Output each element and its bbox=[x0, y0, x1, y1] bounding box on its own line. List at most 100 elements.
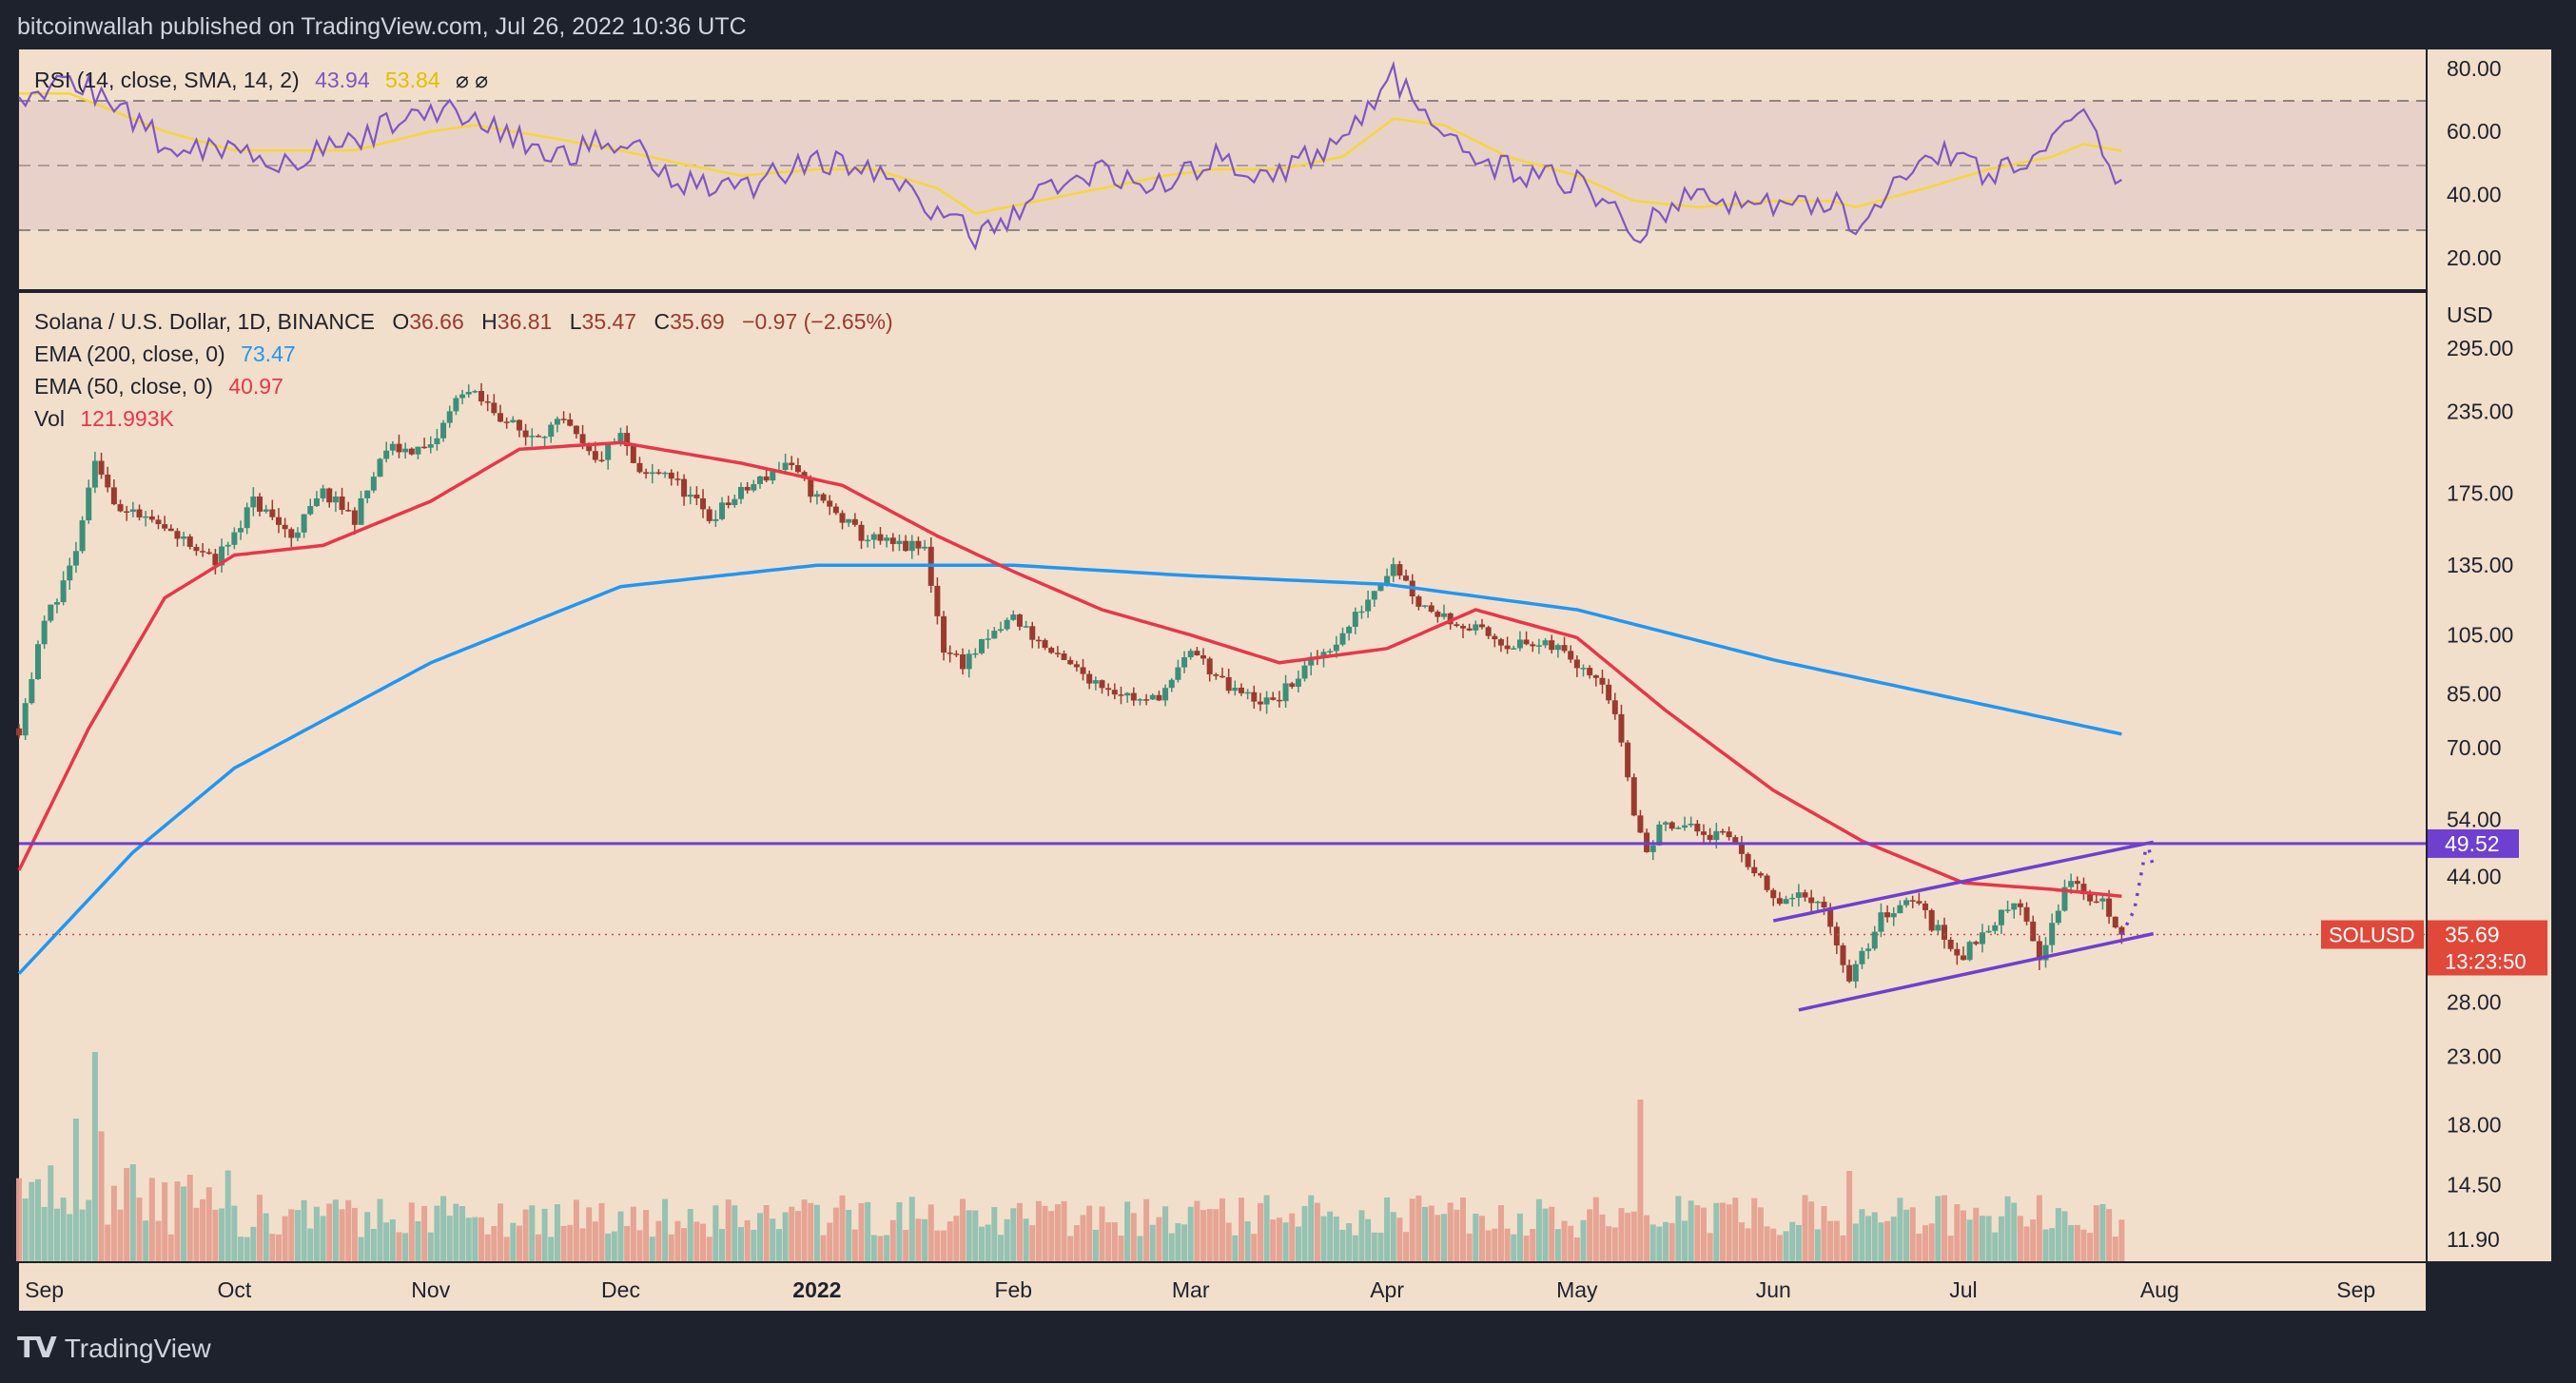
time-tick-label: Sep bbox=[2336, 1277, 2375, 1302]
time-tick-label: May bbox=[1556, 1277, 1598, 1302]
volume-bar bbox=[997, 1235, 1004, 1261]
volume-bar bbox=[1630, 1211, 1637, 1261]
volume-bar bbox=[205, 1187, 212, 1261]
volume-bar bbox=[529, 1205, 536, 1261]
candle-body bbox=[1460, 626, 1466, 629]
volume-bar bbox=[16, 1178, 22, 1261]
candle-body bbox=[1061, 653, 1067, 660]
candle-body bbox=[2017, 903, 2023, 907]
candle-body bbox=[275, 516, 282, 525]
projection-dotted-path bbox=[2119, 841, 2156, 936]
candle-body bbox=[522, 430, 529, 438]
candle-body bbox=[1365, 599, 1372, 612]
level-tag-text: 49.52 bbox=[2445, 831, 2500, 856]
candle-body bbox=[1713, 830, 1720, 841]
volume-bar bbox=[446, 1216, 453, 1261]
volume-bar bbox=[1263, 1195, 1270, 1261]
rsi-legend-icons: ⌀ ⌀ bbox=[456, 68, 488, 92]
volume-bar bbox=[48, 1165, 54, 1261]
volume-bar bbox=[1821, 1206, 1827, 1261]
footer-branding[interactable]: 𝗧𝗩 TradingView bbox=[17, 1332, 211, 1365]
volume-bar bbox=[1156, 1217, 1162, 1261]
volume-bar bbox=[1023, 1218, 1029, 1261]
candle-body bbox=[598, 459, 605, 462]
candle-body bbox=[1251, 692, 1258, 702]
candle-body bbox=[1016, 614, 1023, 627]
volume-bar bbox=[903, 1230, 909, 1261]
main-panel-background bbox=[19, 293, 2426, 1261]
candle-body bbox=[307, 506, 314, 515]
candle-body bbox=[288, 529, 295, 538]
time-tick-label: Nov bbox=[411, 1277, 450, 1302]
volume-bar bbox=[1124, 1201, 1131, 1261]
volume-bar bbox=[2055, 1208, 2061, 1261]
volume-bar bbox=[522, 1209, 529, 1261]
candle-body bbox=[719, 502, 726, 519]
candle-body bbox=[1403, 575, 1410, 581]
candle-body bbox=[389, 443, 396, 451]
rsi-tick-label: 20.00 bbox=[2447, 245, 2502, 270]
volume-bar bbox=[320, 1216, 326, 1261]
volume-bar bbox=[1973, 1207, 1980, 1261]
rsi-sma-line bbox=[19, 92, 2122, 215]
candle-body bbox=[1942, 925, 1947, 940]
candle-body bbox=[516, 419, 522, 431]
candle-body bbox=[2023, 906, 2030, 922]
volume-bar bbox=[1213, 1209, 1220, 1261]
candle-body bbox=[1054, 653, 1061, 654]
candle-body bbox=[763, 476, 770, 481]
volume-bar bbox=[1168, 1233, 1175, 1261]
candle-body bbox=[2112, 916, 2118, 928]
candle-body bbox=[592, 451, 598, 460]
volume-bar bbox=[1561, 1220, 1568, 1261]
volume-bar bbox=[611, 1231, 617, 1261]
volume-bar bbox=[155, 1220, 162, 1261]
high-value: 36.81 bbox=[498, 309, 553, 334]
volume-bar bbox=[345, 1199, 352, 1261]
candle-body bbox=[1599, 677, 1606, 685]
candle-body bbox=[579, 434, 586, 443]
volume-bar bbox=[1757, 1207, 1764, 1261]
candle-body bbox=[41, 620, 48, 645]
candle-body bbox=[865, 539, 871, 542]
candle-body bbox=[136, 509, 143, 517]
candle-body bbox=[554, 419, 560, 425]
candle-body bbox=[674, 478, 681, 480]
candle-body bbox=[351, 510, 358, 525]
candle-body bbox=[1232, 687, 1239, 692]
volume-bar bbox=[1232, 1235, 1239, 1261]
candle-body bbox=[408, 448, 415, 455]
volume-bar bbox=[605, 1233, 612, 1261]
volume-bar bbox=[1916, 1234, 1922, 1261]
price-tick-label: 70.00 bbox=[2447, 735, 2502, 760]
candle-body bbox=[1776, 898, 1783, 905]
volume-bar bbox=[427, 1232, 434, 1261]
volume-bar bbox=[789, 1206, 795, 1261]
candle-body bbox=[1244, 692, 1251, 694]
candle-body bbox=[972, 653, 979, 655]
candle-body bbox=[1707, 834, 1713, 841]
volume-bar bbox=[643, 1210, 650, 1261]
volume-bar bbox=[491, 1226, 498, 1261]
candle-body bbox=[2042, 945, 2049, 961]
candle-body bbox=[858, 524, 865, 541]
right-axis-background bbox=[2428, 49, 2551, 1261]
candle-body bbox=[453, 398, 459, 412]
volume-bar bbox=[712, 1205, 719, 1261]
volume-bar bbox=[598, 1202, 605, 1261]
volume-bar bbox=[1745, 1228, 1751, 1261]
volume-bar bbox=[421, 1205, 428, 1261]
candle-body bbox=[560, 419, 567, 420]
candle-body bbox=[997, 629, 1004, 632]
volume-bar bbox=[1606, 1226, 1612, 1261]
candle-body bbox=[1175, 667, 1181, 680]
candle-body bbox=[1580, 668, 1587, 670]
candle-body bbox=[1149, 694, 1156, 700]
volume-bar bbox=[1390, 1212, 1396, 1261]
volume-bar bbox=[1295, 1226, 1301, 1261]
candle-body bbox=[1916, 901, 1922, 904]
volume-bar bbox=[2080, 1229, 2087, 1261]
candle-body bbox=[212, 554, 219, 566]
candle-body bbox=[1903, 900, 1910, 906]
